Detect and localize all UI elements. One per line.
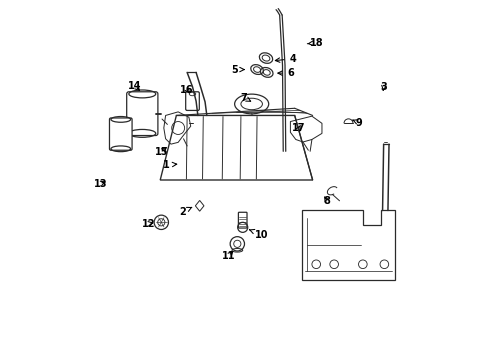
Text: 4: 4 <box>275 54 296 64</box>
Text: 5: 5 <box>231 64 244 75</box>
Text: 16: 16 <box>180 85 193 95</box>
Text: 12: 12 <box>142 219 155 229</box>
Text: 10: 10 <box>249 229 268 239</box>
Text: 18: 18 <box>307 38 323 48</box>
Text: 11: 11 <box>221 251 235 261</box>
Text: 6: 6 <box>277 68 294 78</box>
FancyBboxPatch shape <box>185 92 199 111</box>
Text: 2: 2 <box>179 207 191 217</box>
Text: 3: 3 <box>380 82 386 93</box>
Text: 7: 7 <box>240 93 250 103</box>
Text: 8: 8 <box>323 196 330 206</box>
FancyBboxPatch shape <box>238 212 246 228</box>
Text: 13: 13 <box>93 179 107 189</box>
FancyBboxPatch shape <box>126 92 158 135</box>
Text: 15: 15 <box>154 147 168 157</box>
FancyBboxPatch shape <box>109 118 132 150</box>
Text: 17: 17 <box>292 123 305 133</box>
Text: 9: 9 <box>352 118 362 128</box>
Text: 14: 14 <box>128 81 142 91</box>
Text: 1: 1 <box>163 160 176 170</box>
